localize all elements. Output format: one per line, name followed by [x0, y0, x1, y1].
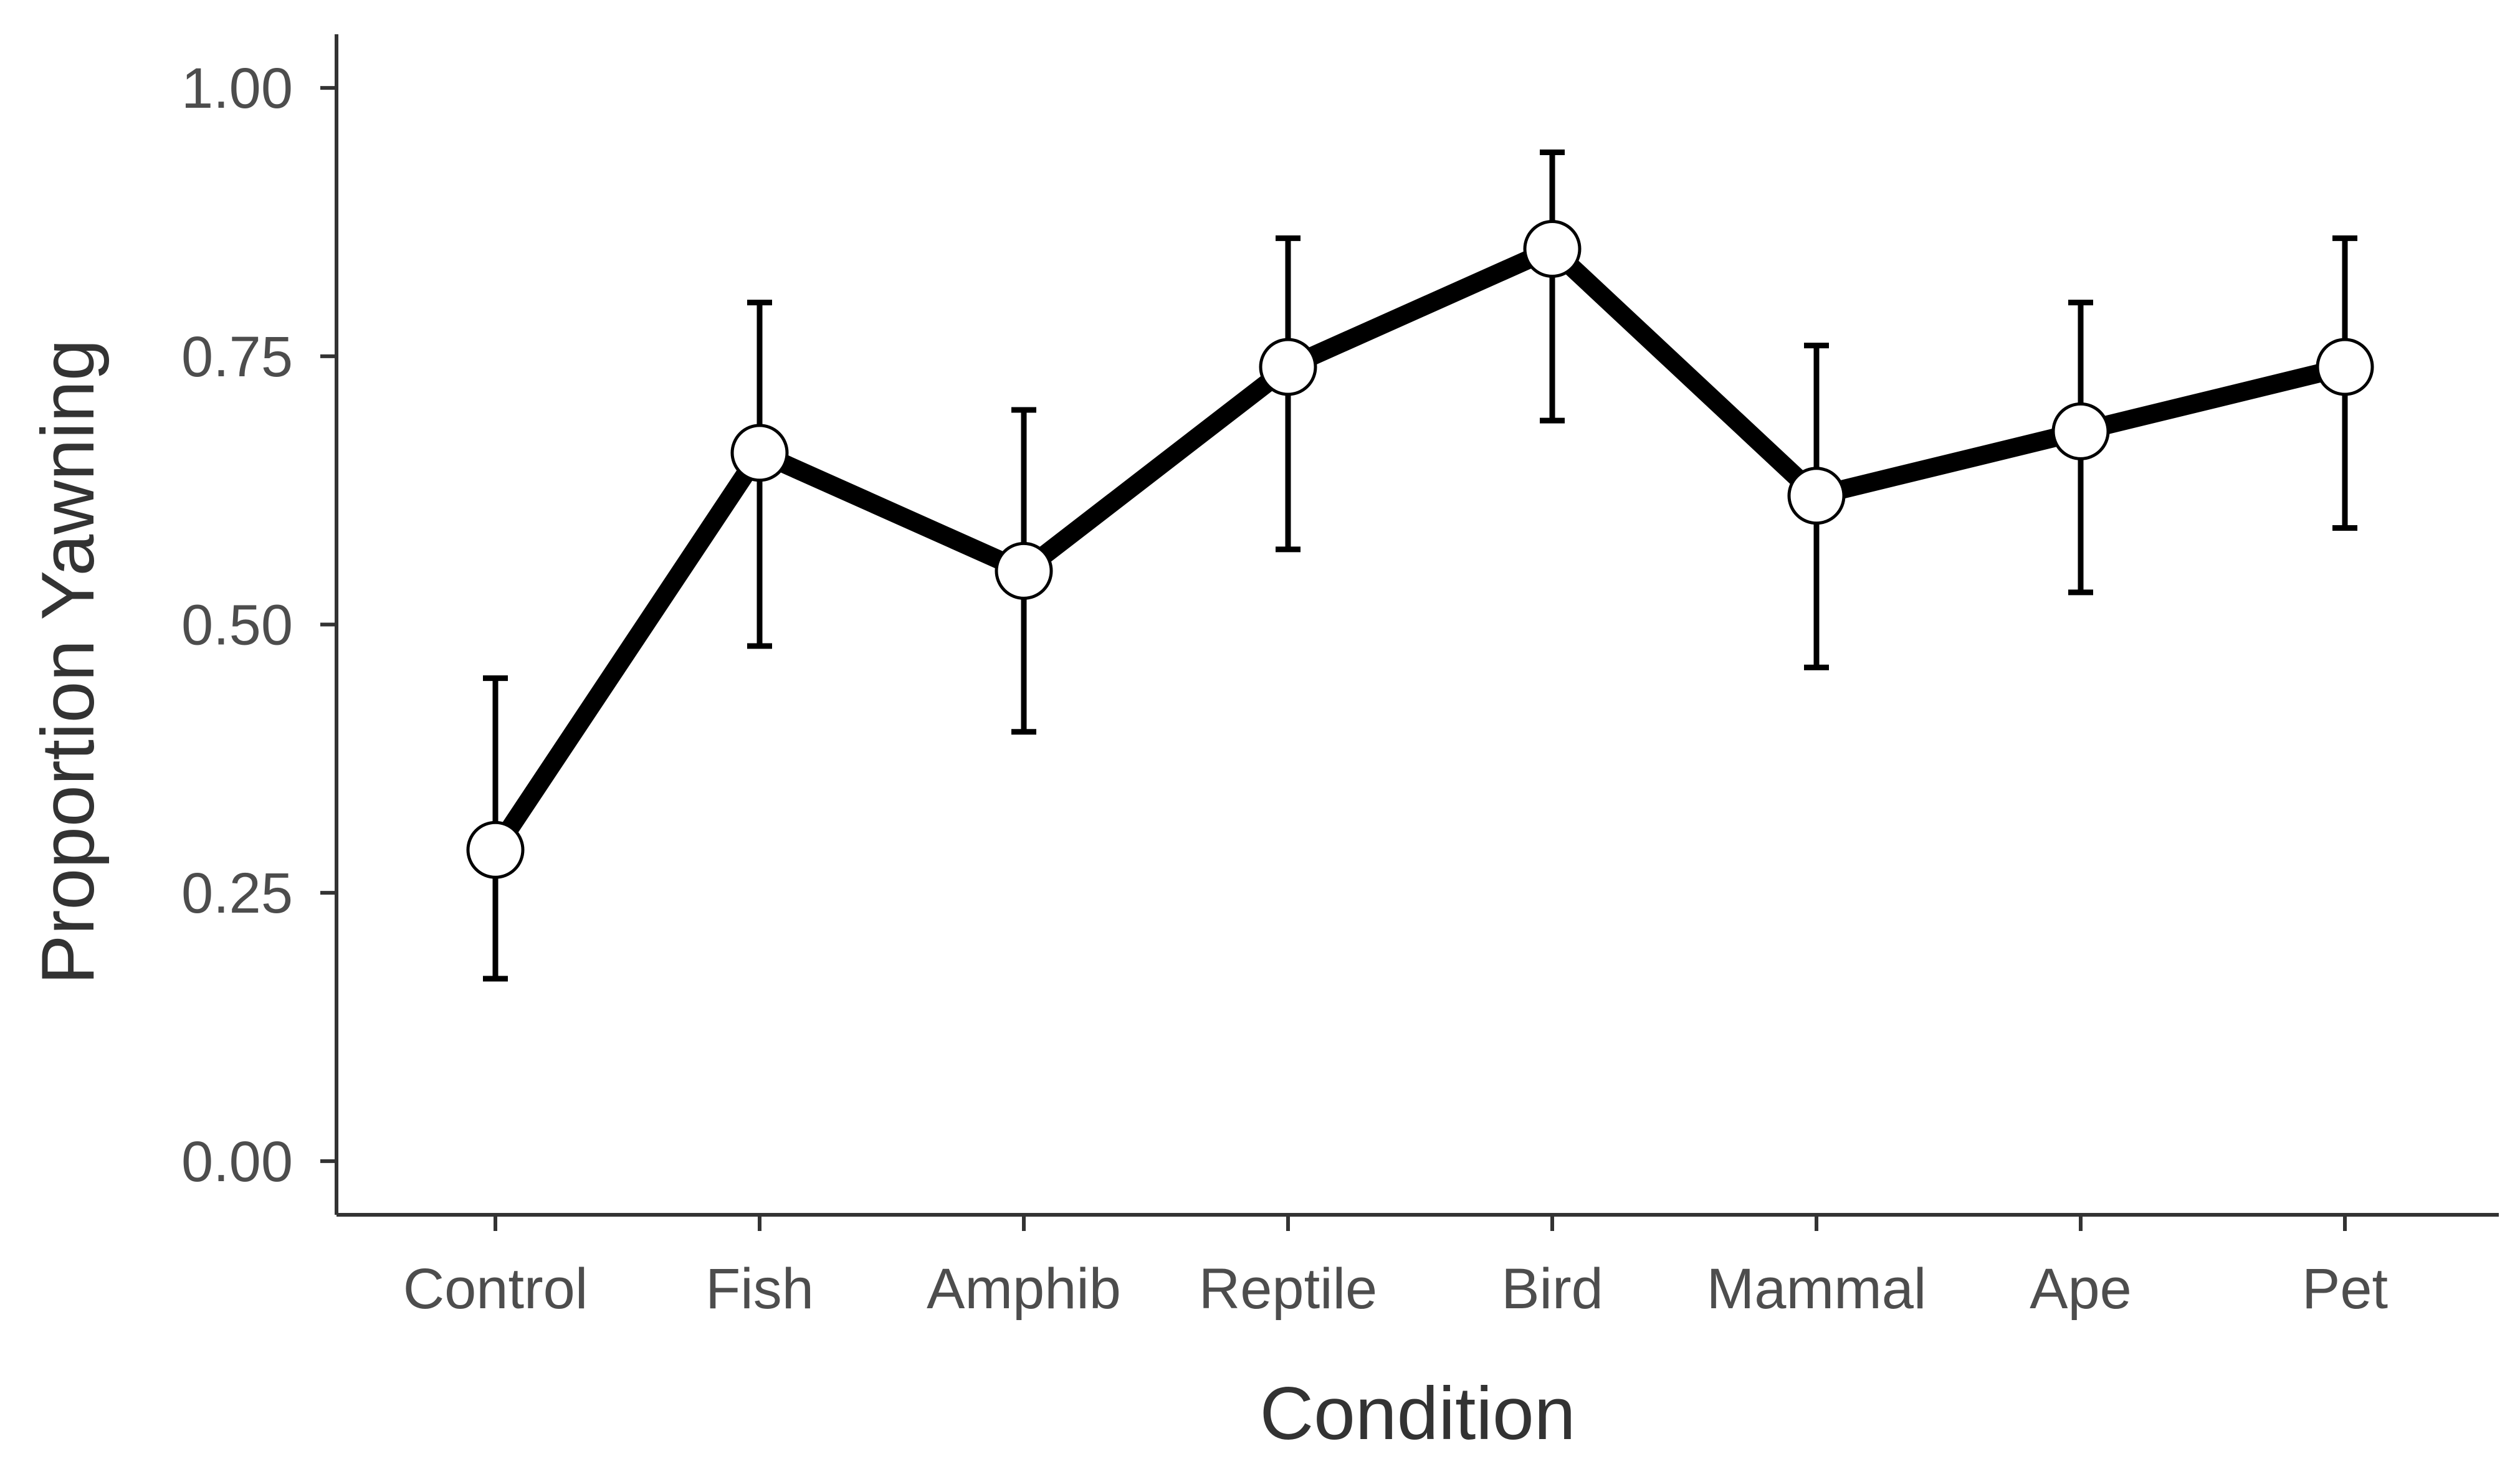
- axes: [320, 34, 2499, 1231]
- x-tick-label: Amphib: [927, 1257, 1121, 1321]
- x-tick-label: Fish: [705, 1257, 814, 1321]
- data-point: [1259, 338, 1317, 396]
- x-tick-label: Ape: [2030, 1257, 2132, 1321]
- y-tick-label: 0.00: [181, 1130, 293, 1194]
- y-tick-labels: 0.00 0.25 0.50 0.75 1.00: [181, 57, 293, 1194]
- x-tick-label: Bird: [1501, 1257, 1603, 1321]
- x-tick-label: Pet: [2302, 1257, 2388, 1321]
- data-point: [2051, 402, 2110, 460]
- y-tick-label: 0.25: [181, 862, 293, 925]
- series-line: [486, 239, 2354, 860]
- y-axis-title: Proportion Yawning: [26, 339, 110, 984]
- error-bars: [483, 150, 2357, 982]
- x-tick-label: Mammal: [1707, 1257, 1927, 1321]
- y-tick-label: 0.75: [181, 325, 293, 389]
- y-tick-label: 0.50: [181, 594, 293, 657]
- x-tick-labels: Control Fish Amphib Reptile Bird Mammal Ape Pet: [403, 1257, 2388, 1321]
- data-point: [2316, 338, 2374, 396]
- y-tick-label: 1.00: [181, 57, 293, 120]
- data-point: [995, 541, 1053, 600]
- x-tick-label: Control: [403, 1257, 588, 1321]
- points: [466, 220, 2374, 879]
- x-axis-title: Condition: [1259, 1372, 1575, 1455]
- error-bar: [1540, 150, 1565, 424]
- data-point: [466, 820, 525, 879]
- data-point: [730, 424, 789, 482]
- data-point: [1523, 220, 1582, 278]
- series: [486, 239, 2354, 860]
- x-tick-label: Reptile: [1199, 1257, 1377, 1321]
- data-point: [1787, 467, 1846, 525]
